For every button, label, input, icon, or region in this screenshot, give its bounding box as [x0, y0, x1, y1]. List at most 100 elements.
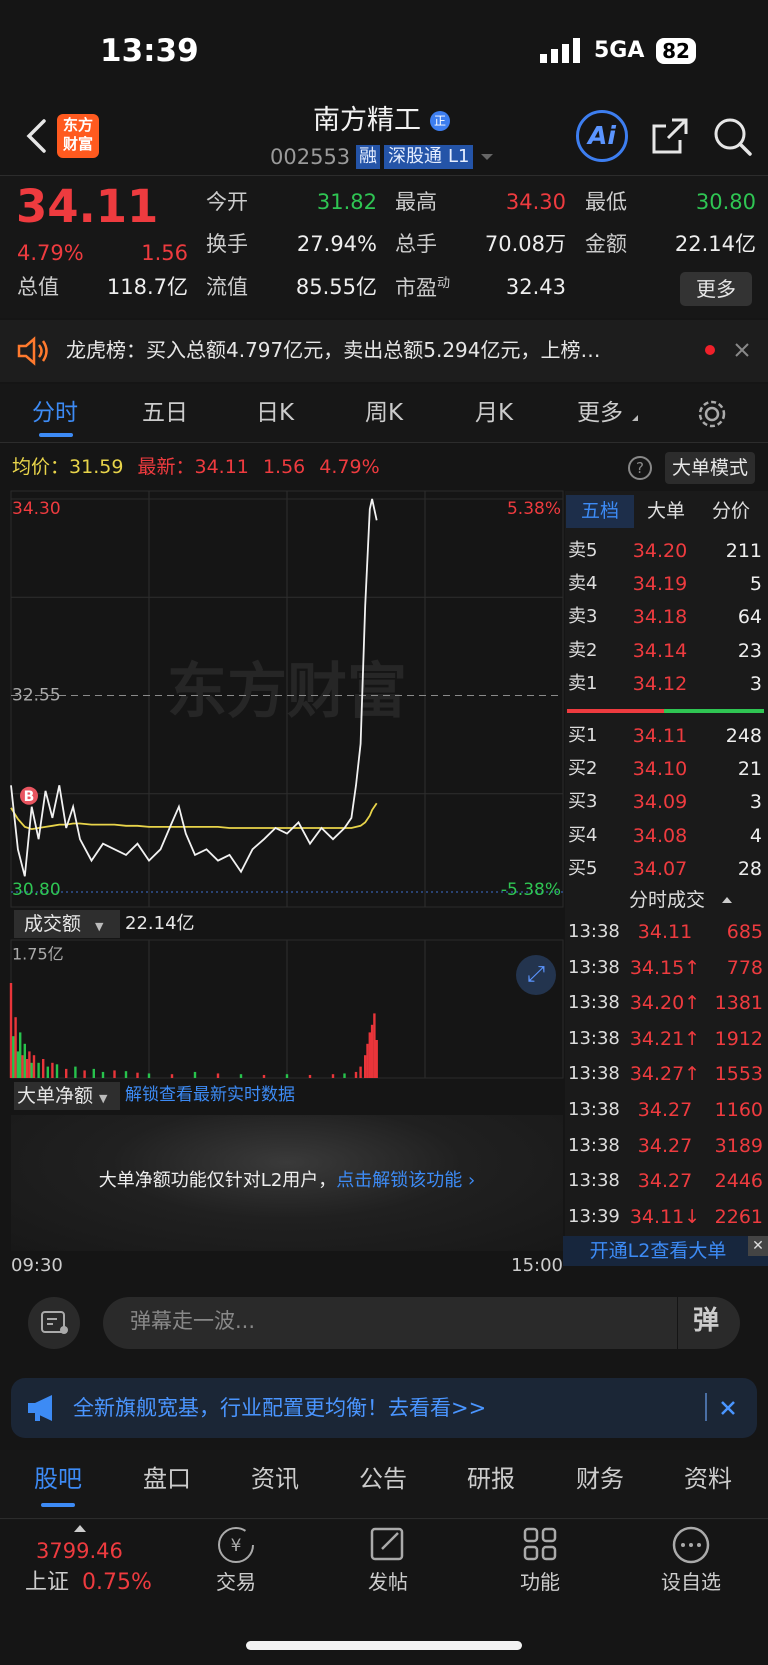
- field-label: 流值: [206, 275, 248, 299]
- bottom-tab[interactable]: 研报: [467, 1465, 515, 1493]
- close-button[interactable]: [734, 342, 750, 358]
- notice-bar[interactable]: [0, 320, 768, 382]
- up-triangle: [74, 1525, 86, 1532]
- trade-volume: 1912: [714, 1027, 763, 1050]
- chart-tab[interactable]: 分时: [32, 400, 78, 426]
- promo-text[interactable]: 全新旗舰宽基，行业配置更均衡！去看看>>: [73, 1396, 487, 1420]
- big-order-selector[interactable]: 大单净额 ▼: [14, 1082, 120, 1110]
- volume-bar: [113, 1070, 116, 1078]
- message-text: 大单净额功能仅针对L2用户，: [98, 1170, 337, 1191]
- book-price: 34.11: [632, 725, 688, 747]
- unlock-action[interactable]: 点击解锁该功能: [336, 1170, 463, 1191]
- more-button[interactable]: 更多: [680, 272, 752, 306]
- ai-button[interactable]: Ai: [576, 110, 628, 162]
- index-pct[interactable]: 0.75%: [82, 1570, 152, 1595]
- tab-underline: [39, 433, 73, 437]
- book-price: 34.12: [632, 672, 688, 695]
- volume-bar: [366, 1043, 369, 1078]
- nav-item[interactable]: 设自选: [661, 1570, 721, 1594]
- field-value: 31.82: [316, 190, 377, 214]
- divider: [0, 442, 768, 443]
- trade-price: 34.15↑: [629, 956, 701, 979]
- locked-message: 大单净额功能仅针对L2用户，点击解锁该功能 ›: [98, 1170, 476, 1191]
- field-value: 118.7亿: [106, 275, 188, 299]
- book-price: 34.09: [632, 791, 688, 814]
- volume-bar: [101, 1071, 105, 1078]
- book-price: 34.19: [632, 573, 688, 596]
- book-tab[interactable]: 五档: [580, 500, 619, 522]
- danmu-icon[interactable]: [28, 1297, 80, 1349]
- chart-tab[interactable]: 日K: [255, 400, 295, 426]
- mode-button[interactable]: 大单模式: [665, 452, 755, 484]
- promo-banner[interactable]: [11, 1378, 757, 1438]
- field-value: 34.30: [505, 190, 566, 214]
- volume-bar: [375, 1040, 378, 1078]
- bottom-tab[interactable]: 股吧: [34, 1465, 82, 1493]
- book-price: 34.10: [632, 758, 688, 781]
- book-tab[interactable]: 大单: [646, 500, 685, 522]
- back-button[interactable]: [24, 118, 48, 154]
- book-tab[interactable]: 分价: [711, 500, 750, 522]
- nav-item[interactable]: 发帖: [368, 1570, 408, 1594]
- trade-volume: 1553: [714, 1063, 763, 1086]
- danmu-input[interactable]: [103, 1297, 740, 1349]
- buy-marker-label: B: [24, 789, 35, 805]
- book-volume: 23: [737, 639, 762, 662]
- promo-close[interactable]: [720, 1400, 736, 1416]
- logo-text: 东方: [62, 116, 93, 134]
- bottom-tab[interactable]: 公告: [359, 1465, 407, 1493]
- bottom-tab[interactable]: 盘口: [143, 1465, 191, 1493]
- trade-volume: 778: [726, 956, 763, 979]
- nav-item[interactable]: 功能: [520, 1570, 560, 1594]
- chart-tab[interactable]: 周K: [364, 400, 404, 426]
- volume-bar: [239, 1074, 243, 1078]
- field-value: 85.55亿: [295, 275, 377, 299]
- bottom-tab-bar: [0, 1450, 768, 1520]
- nav-item[interactable]: 交易: [216, 1570, 256, 1594]
- volume-bar: [193, 1071, 197, 1078]
- unlock-bar[interactable]: [563, 1236, 768, 1266]
- bottom-tab[interactable]: 资料: [684, 1465, 732, 1493]
- bottom-tab[interactable]: 财务: [576, 1465, 624, 1493]
- latest-change: 1.56: [262, 456, 306, 478]
- bottom-tab-underline: [41, 1503, 75, 1507]
- danmu-send[interactable]: 弹: [693, 1306, 720, 1336]
- promo-divider: [705, 1393, 707, 1421]
- expand-button[interactable]: ⤢: [516, 955, 556, 995]
- volume-bar: [370, 1024, 374, 1078]
- chart-tab[interactable]: 五日: [142, 400, 188, 426]
- field-label: 换手: [206, 232, 248, 256]
- volume-bar: [16, 1051, 20, 1078]
- unlock-close[interactable]: ✕: [748, 1236, 768, 1256]
- dropdown-icon[interactable]: [480, 152, 494, 162]
- index-name[interactable]: 上证: [25, 1570, 70, 1595]
- volume-bar: [354, 1071, 358, 1078]
- volume-bar: [308, 1074, 312, 1078]
- chart-frame: [10, 490, 564, 908]
- last-price: 34.11: [16, 180, 159, 233]
- trade-time: 13:38: [568, 1134, 620, 1156]
- unlock-link[interactable]: 解锁查看最新实时数据: [125, 1085, 295, 1105]
- app-logo: 东方 财富: [57, 114, 99, 158]
- search-button[interactable]: [712, 116, 754, 158]
- volume-bar: [170, 1074, 174, 1078]
- home-indicator: [246, 1641, 522, 1650]
- change: 1.56: [141, 241, 188, 265]
- bottom-tab[interactable]: 资讯: [251, 1465, 299, 1493]
- index-value[interactable]: 3799.46: [36, 1539, 123, 1563]
- unlock-text[interactable]: 开通L2查看大单: [589, 1240, 727, 1262]
- volume-selector[interactable]: 成交额 ▼: [14, 910, 120, 938]
- notice-text[interactable]: 龙虎榜：买入总额4.797亿元，卖出总额5.294亿元，上榜…: [66, 338, 601, 362]
- field-value: 27.94%: [296, 232, 377, 256]
- volume-bar: [55, 1064, 59, 1078]
- trade-time: 13:38: [568, 1027, 620, 1049]
- chart-tab[interactable]: 更多: [577, 400, 623, 426]
- settings-button[interactable]: [697, 399, 727, 429]
- signal-icon: [540, 38, 580, 63]
- help-icon[interactable]: ?: [628, 456, 652, 480]
- chart-tab[interactable]: 月K: [474, 400, 514, 426]
- y2-tick-label: -5.38%: [501, 880, 561, 900]
- trades-caret: [722, 897, 732, 903]
- share-button[interactable]: [650, 116, 690, 156]
- tag: L1: [444, 145, 474, 169]
